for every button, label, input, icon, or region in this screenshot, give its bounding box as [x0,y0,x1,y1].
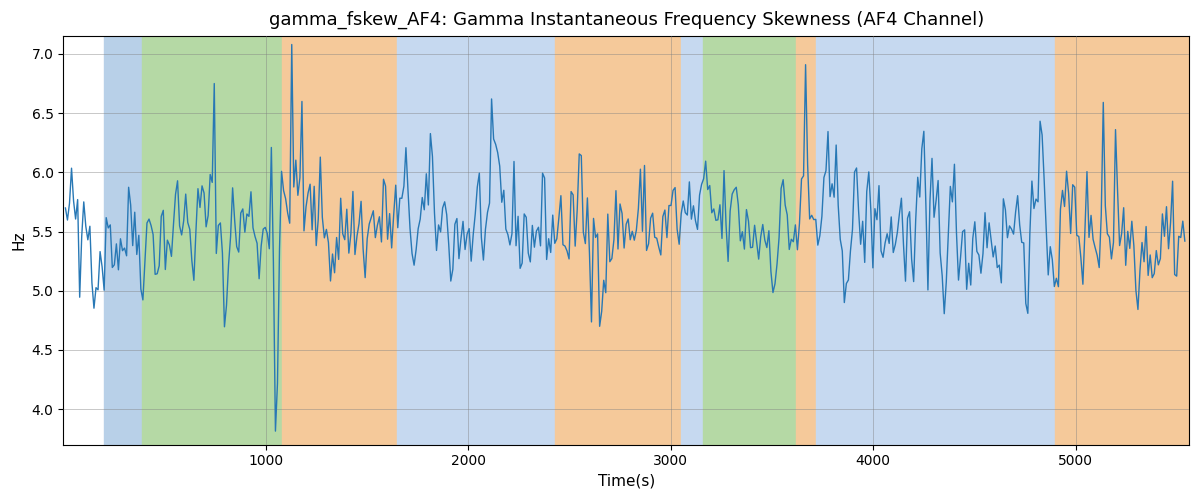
Bar [1055,36,1189,445]
X-axis label: Time(s): Time(s) [598,474,655,489]
Title: gamma_fskew_AF4: Gamma Instantaneous Frequency Skewness (AF4 Channel): gamma_fskew_AF4: Gamma Instantaneous Fre… [269,11,984,30]
Bar [397,36,556,445]
Bar [143,36,282,445]
Bar [796,36,816,445]
Bar [816,36,1055,445]
Y-axis label: Hz: Hz [11,230,26,250]
Bar [680,36,703,445]
Bar [703,36,796,445]
Bar [104,36,143,445]
Bar [556,36,680,445]
Bar [282,36,397,445]
